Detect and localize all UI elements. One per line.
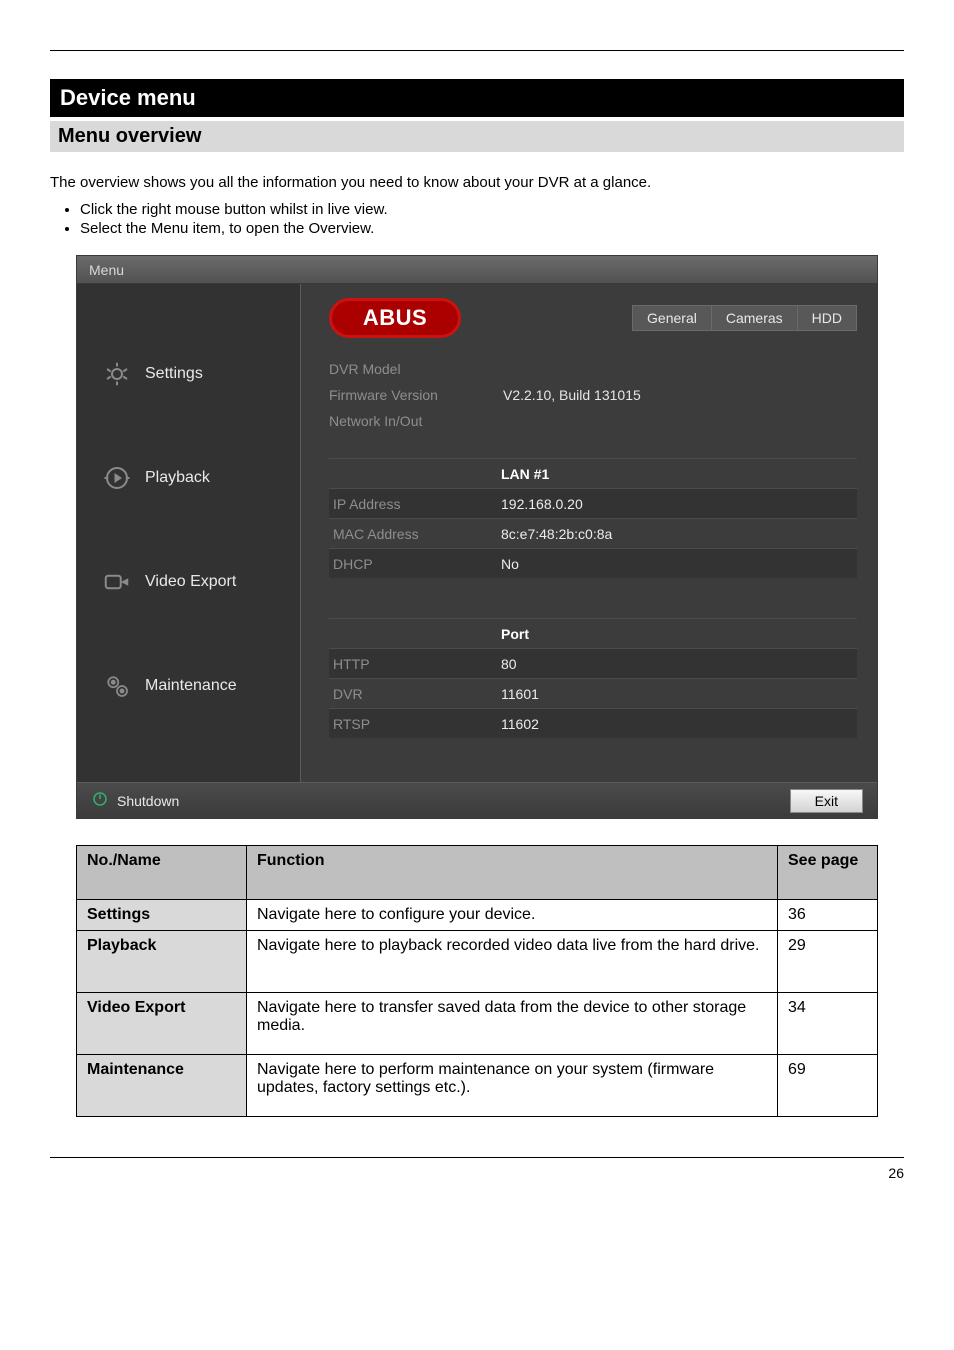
- intro-text: The overview shows you all the informati…: [50, 174, 904, 191]
- table-cell: Playback: [77, 931, 247, 993]
- info-value: V2.2.10, Build 131015: [503, 387, 641, 403]
- navigation-table: No./Name Function See page Settings Navi…: [76, 845, 878, 1117]
- table-row: Settings Navigate here to configure your…: [77, 900, 878, 931]
- table-cell: 11601: [501, 686, 693, 702]
- bullet-2: Select the Menu item, to open the Overvi…: [80, 220, 904, 237]
- sidebar-item-maintenance[interactable]: Maintenance: [77, 656, 300, 716]
- table-cell: Navigate here to transfer saved data fro…: [247, 993, 778, 1055]
- table-cell: 11602: [501, 716, 693, 732]
- intro-bullets: Click the right mouse button whilst in l…: [80, 201, 904, 237]
- table-row: Video Export Navigate here to transfer s…: [77, 993, 878, 1055]
- sidebar-item-label: Maintenance: [145, 677, 237, 695]
- dvr-screenshot: Menu Settings Playback: [76, 255, 878, 819]
- section-title: Device menu: [50, 79, 904, 117]
- table-cell: RTSP: [329, 716, 501, 732]
- table-cell: 29: [778, 931, 878, 993]
- export-icon: [99, 564, 135, 600]
- table-cell: 8c:e7:48:2b:c0:8a: [501, 526, 693, 542]
- abus-logo: ABUS: [329, 298, 461, 338]
- table-header: Port: [501, 626, 693, 642]
- table-cell: HTTP: [329, 656, 501, 672]
- window-title-bar: Menu: [77, 256, 877, 284]
- table-row: Maintenance Navigate here to perform mai…: [77, 1055, 878, 1117]
- table-row: Playback Navigate here to playback recor…: [77, 931, 878, 993]
- power-icon: [91, 790, 109, 811]
- table-cell: DVR: [329, 686, 501, 702]
- table-cell: 80: [501, 656, 693, 672]
- main-pane: ABUS General Cameras HDD DVR Model Firmw…: [301, 284, 877, 782]
- tab-general[interactable]: General: [632, 305, 712, 331]
- lan-table: LAN #1 IP Address192.168.0.20 MAC Addres…: [329, 458, 857, 578]
- table-cell: Navigate here to configure your device.: [247, 900, 778, 931]
- sidebar-item-label: Settings: [145, 365, 203, 383]
- sidebar: Settings Playback Video Export: [77, 284, 301, 782]
- page-number: 26: [50, 1165, 904, 1181]
- table-cell: No: [501, 556, 693, 572]
- info-label: DVR Model: [329, 361, 503, 377]
- table-cell: 36: [778, 900, 878, 931]
- table-cell: Maintenance: [77, 1055, 247, 1117]
- sidebar-item-label: Playback: [145, 469, 210, 487]
- info-label: Firmware Version: [329, 387, 503, 403]
- sidebar-item-settings[interactable]: Settings: [77, 344, 300, 404]
- table-cell: Video Export: [77, 993, 247, 1055]
- tab-hdd[interactable]: HDD: [797, 305, 857, 331]
- bottom-rule: [50, 1157, 904, 1159]
- shutdown-label: Shutdown: [117, 793, 179, 809]
- sidebar-item-playback[interactable]: Playback: [77, 448, 300, 508]
- table-cell: MAC Address: [329, 526, 501, 542]
- port-table: Port HTTP80 DVR11601 RTSP11602: [329, 618, 857, 738]
- tab-strip: General Cameras HDD: [633, 305, 857, 331]
- top-rule: [50, 50, 904, 51]
- table-cell: Navigate here to playback recorded video…: [247, 931, 778, 993]
- table-cell: 34: [778, 993, 878, 1055]
- maintenance-icon: [99, 668, 135, 704]
- bullet-1: Click the right mouse button whilst in l…: [80, 201, 904, 218]
- window-title: Menu: [89, 262, 124, 278]
- sidebar-item-label: Video Export: [145, 573, 236, 591]
- shutdown-button[interactable]: Shutdown: [91, 790, 179, 811]
- playback-icon: [99, 460, 135, 496]
- table-cell: 69: [778, 1055, 878, 1117]
- table-cell: Navigate here to perform maintenance on …: [247, 1055, 778, 1117]
- info-label: Network In/Out: [329, 413, 503, 429]
- settings-icon: [99, 356, 135, 392]
- table-cell: Settings: [77, 900, 247, 931]
- col-header: Function: [247, 846, 778, 900]
- info-block: DVR Model Firmware VersionV2.2.10, Build…: [301, 356, 877, 452]
- screenshot-footer: Shutdown Exit: [77, 782, 877, 818]
- section-subtitle: Menu overview: [50, 121, 904, 152]
- table-cell: IP Address: [329, 496, 501, 512]
- table-header: LAN #1: [501, 466, 693, 482]
- table-cell: 192.168.0.20: [501, 496, 693, 512]
- col-header: No./Name: [77, 846, 247, 900]
- tab-cameras[interactable]: Cameras: [711, 305, 798, 331]
- exit-button[interactable]: Exit: [790, 789, 863, 813]
- table-cell: DHCP: [329, 556, 501, 572]
- col-header: See page: [778, 846, 878, 900]
- sidebar-item-video-export[interactable]: Video Export: [77, 552, 300, 612]
